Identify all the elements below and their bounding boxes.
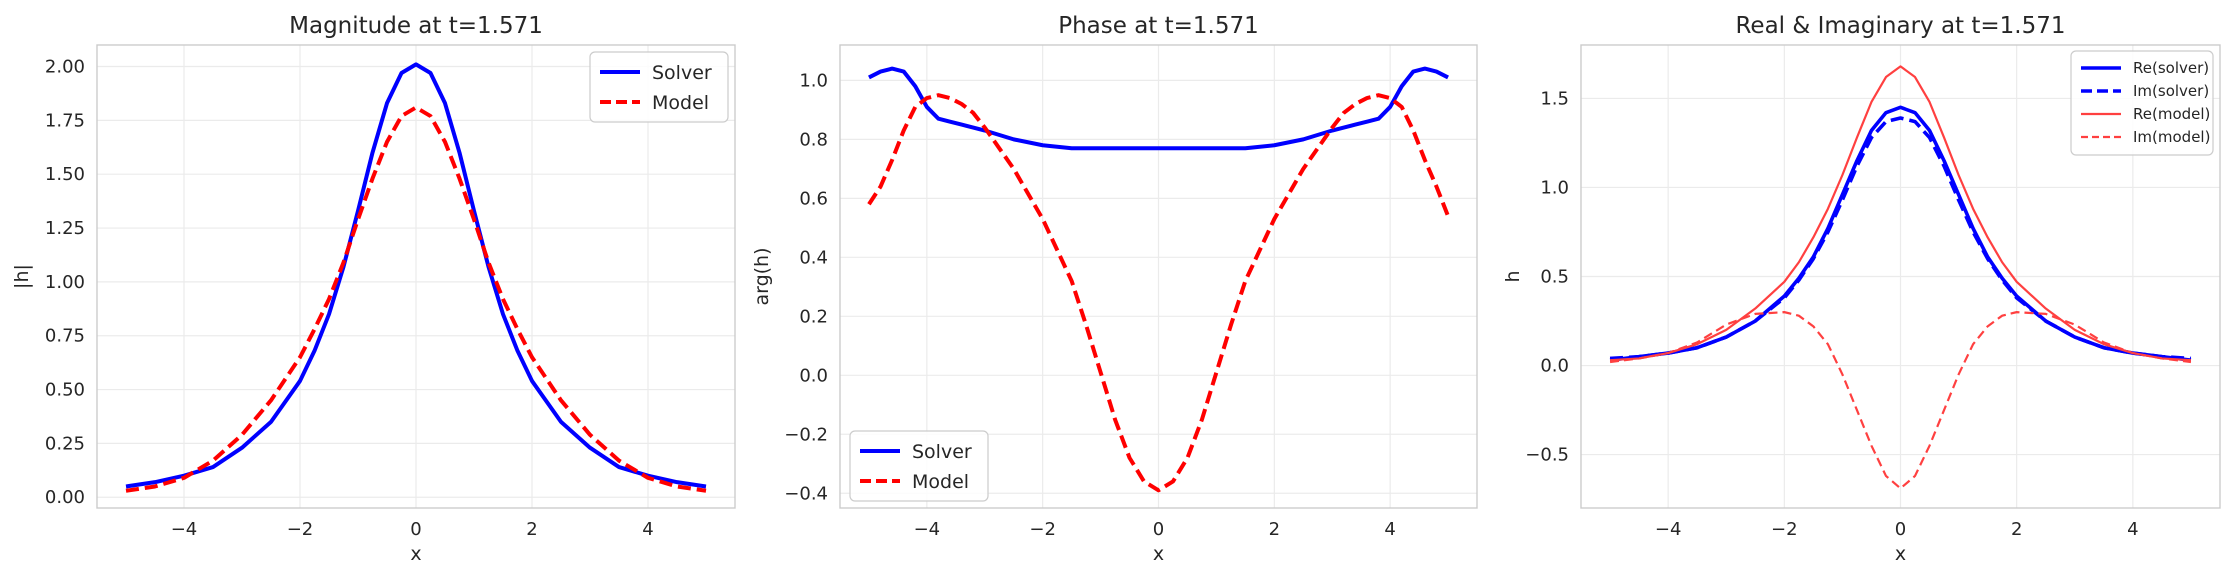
x-tick-label: −2 <box>1771 519 1798 540</box>
series-line-solver <box>868 66 1449 151</box>
y-tick-label: 2.00 <box>45 57 85 78</box>
x-tick-label: −4 <box>171 519 198 540</box>
legend: Re(solver) Im(solver) Re(model) Im(model) <box>2070 50 2214 156</box>
x-tick-label: 0 <box>410 519 421 540</box>
legend-label: Solver <box>652 62 712 84</box>
y-tick-label: 0.4 <box>799 247 828 268</box>
x-tick-label: −2 <box>287 519 314 540</box>
legend: Solver Model <box>589 51 729 123</box>
y-axis-label: h <box>1502 270 1524 282</box>
x-axis-label: x <box>410 543 421 565</box>
y-axis-label: |h| <box>11 264 33 289</box>
legend-label: Model <box>652 92 709 114</box>
x-axis-label: x <box>1153 543 1164 565</box>
y-axis-label: arg(h) <box>751 247 773 305</box>
legend-box <box>849 430 989 502</box>
y-tick-label: 1.50 <box>45 164 85 185</box>
panel-1: −4 −2 0 2 4 0.00 0.25 0.50 0.75 1.00 1.25 1.50 1.75 2… <box>11 13 736 565</box>
chart-title: Magnitude at t=1.571 <box>289 13 543 39</box>
series-line-im-solver <box>1609 116 2192 361</box>
legend-label: Im(model) <box>2133 128 2210 146</box>
series-line-model <box>867 93 1450 493</box>
y-tick-label: 1.25 <box>45 218 85 239</box>
legend-label: Re(solver) <box>2133 59 2209 77</box>
y-tick-label: −0.4 <box>784 483 828 504</box>
panel-3: −4 −2 0 2 4 −0.5 0.0 0.5 1.0 1.5 Real & Imaginary … <box>1502 13 2221 565</box>
x-tick-label: 0 <box>1895 519 1906 540</box>
legend-box <box>589 51 729 123</box>
y-tick-label: 0.2 <box>799 306 828 327</box>
series-line-model <box>125 105 707 493</box>
y-tick-label: 0.6 <box>799 188 828 209</box>
series-line-im-model <box>1609 311 2192 490</box>
y-tick-label: 0.5 <box>1540 267 1569 288</box>
y-tick-label: 1.75 <box>45 110 85 131</box>
x-tick-label: 2 <box>526 519 537 540</box>
series-line-re-model <box>1609 65 2192 362</box>
x-tick-label: 2 <box>1269 519 1280 540</box>
legend: Solver Model <box>849 430 989 502</box>
y-tick-label: 0.50 <box>45 380 85 401</box>
y-tick-label: 1.5 <box>1540 88 1569 109</box>
legend-label: Im(solver) <box>2133 82 2209 100</box>
x-tick-label: 4 <box>642 519 653 540</box>
y-tick-label: −0.2 <box>784 424 828 445</box>
x-tick-label: 0 <box>1153 519 1164 540</box>
y-tick-label: −0.5 <box>1525 445 1569 466</box>
y-tick-label: 0.0 <box>1540 356 1569 377</box>
legend-label: Solver <box>912 441 972 463</box>
y-tick-label: 1.0 <box>799 70 828 91</box>
x-tick-label: 2 <box>2011 519 2022 540</box>
x-tick-label: 4 <box>2127 519 2138 540</box>
x-tick-label: 4 <box>1384 519 1395 540</box>
y-tick-label: 0.75 <box>45 326 85 347</box>
chart-title: Phase at t=1.571 <box>1058 13 1259 39</box>
chart-title: Real & Imaginary at t=1.571 <box>1735 13 2065 39</box>
y-tick-label: 0.8 <box>799 129 828 150</box>
x-axis-label: x <box>1895 543 1906 565</box>
legend-label: Re(model) <box>2133 105 2210 123</box>
x-tick-label: −2 <box>1029 519 1056 540</box>
x-tick-label: −4 <box>914 519 941 540</box>
axes-frame <box>1580 44 2221 509</box>
y-tick-label: 1.0 <box>1540 177 1569 198</box>
axes-frame <box>96 44 736 509</box>
y-tick-label: 0.00 <box>45 487 85 508</box>
axes-frame <box>839 44 1478 509</box>
x-tick-label: −4 <box>1655 519 1682 540</box>
legend-box <box>2070 50 2214 156</box>
y-tick-label: 0.0 <box>799 365 828 386</box>
panel-2: −4 −2 0 2 4 −0.4 −0.2 0.0 0.2 0.4 0.6 0.8 1.0 Phase a… <box>751 13 1478 565</box>
legend-label: Model <box>912 471 969 493</box>
y-tick-label: 1.00 <box>45 272 85 293</box>
y-tick-label: 0.25 <box>45 433 85 454</box>
series-line-solver <box>125 62 707 489</box>
